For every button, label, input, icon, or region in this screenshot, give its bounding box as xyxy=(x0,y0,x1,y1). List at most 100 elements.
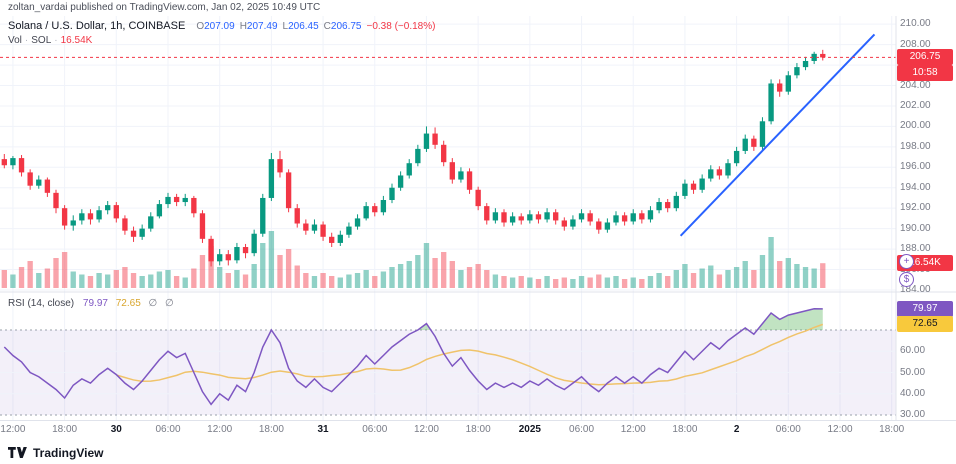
volume-bar xyxy=(311,276,318,288)
bar-countdown-badge: 10:58 xyxy=(897,65,953,82)
volume-bar xyxy=(406,261,412,288)
time-axis-label: 06:00 xyxy=(775,424,801,435)
candle-body xyxy=(501,212,507,223)
volume-bar xyxy=(535,279,542,288)
volume-bar xyxy=(122,267,128,288)
rsi-legend[interactable]: RSI (14, close) 79.97 72.65 ∅ ∅ xyxy=(8,298,174,309)
candle-body xyxy=(484,206,490,221)
candle-body xyxy=(242,247,249,254)
candle-body xyxy=(96,210,102,220)
volume-bar xyxy=(415,255,421,288)
candle-body xyxy=(303,223,309,231)
candle-body xyxy=(604,222,611,230)
time-scale[interactable]: 12:00 18:00 30 06:00 12:00 18:00 31 06:00 12:00 1… xyxy=(0,420,956,441)
price-axis-label: 210.00 xyxy=(900,18,931,30)
volume-bar xyxy=(173,276,180,288)
volume-bar xyxy=(733,267,740,288)
volume-bar xyxy=(260,243,266,288)
candle-body xyxy=(61,208,68,226)
candle-body xyxy=(733,150,740,164)
rsi-ma-value: 72.65 xyxy=(115,298,141,309)
open-label: O xyxy=(196,21,205,32)
time-axis-label: 18:00 xyxy=(258,424,284,435)
candle-body xyxy=(708,169,714,179)
brand-name[interactable]: TradingView xyxy=(33,445,104,460)
rsi-value: 79.97 xyxy=(82,298,108,309)
volume-bar xyxy=(484,270,490,288)
price-scale[interactable]: 206.75 10:58 16.54K 79.97 72.65 210.00 20… xyxy=(896,16,956,420)
candle-body xyxy=(699,178,705,190)
candle-body xyxy=(10,158,16,166)
volume-bar xyxy=(751,270,757,288)
volume-bar xyxy=(156,271,163,288)
footer: TradingView xyxy=(0,440,956,464)
volume-symbol: SOL xyxy=(31,35,52,46)
rsi-empty-band: ∅ xyxy=(148,298,158,309)
add-button[interactable]: + xyxy=(899,254,914,269)
rsi-ma-line xyxy=(116,323,824,386)
candle-body xyxy=(725,163,731,176)
volume-bar xyxy=(96,273,102,288)
candle-body xyxy=(79,213,85,221)
volume-bar xyxy=(61,252,68,288)
candle-body xyxy=(544,212,550,220)
candle-body xyxy=(1,159,7,166)
volume-bar xyxy=(105,274,111,288)
candle-body xyxy=(647,210,654,220)
candle-body xyxy=(553,212,559,221)
candle-body xyxy=(363,206,369,219)
volume-bar xyxy=(621,279,628,288)
price-axis-label: 202.00 xyxy=(900,99,931,111)
volume-bar xyxy=(380,271,387,288)
symbol-title[interactable]: Solana / U.S. Dollar, 1h, COINBASE xyxy=(8,20,186,32)
volume-bar xyxy=(820,263,826,288)
volume-bar xyxy=(372,276,378,288)
candle-body xyxy=(320,224,326,237)
volume-bar xyxy=(217,267,223,288)
time-axis-label: 06:00 xyxy=(569,424,595,435)
volume-legend[interactable]: Vol · SOL · 16.54K xyxy=(8,35,92,46)
volume-bar xyxy=(70,271,76,288)
candle-body xyxy=(630,213,636,222)
price-axis-label: 184.00 xyxy=(900,283,931,295)
symbol-legend[interactable]: Solana / U.S. Dollar, 1h, COINBASE O207.0… xyxy=(8,20,435,32)
volume-bar xyxy=(113,270,119,288)
candle-body xyxy=(561,220,567,227)
chart-area[interactable]: Solana / U.S. Dollar, 1h, COINBASE O207.0… xyxy=(0,16,956,441)
candle-body xyxy=(18,158,25,173)
candle-body xyxy=(509,216,516,223)
high-label: H xyxy=(239,21,247,32)
volume-bar xyxy=(27,261,33,288)
volume-bar xyxy=(716,274,723,288)
volume-bar xyxy=(285,249,292,288)
volume-bar xyxy=(656,273,662,288)
volume-bar xyxy=(553,279,559,288)
volume-bar xyxy=(320,273,326,288)
volume-bar xyxy=(466,267,473,288)
price-axis-label: 190.00 xyxy=(900,222,931,234)
trade-button[interactable]: $ xyxy=(899,272,914,287)
candle-body xyxy=(785,75,791,92)
candle-body xyxy=(113,205,119,219)
volume-bar xyxy=(578,276,585,288)
volume-bar xyxy=(277,255,283,288)
candle-body xyxy=(613,215,619,223)
candle-body xyxy=(44,179,51,193)
candle-body xyxy=(372,206,378,213)
volume-bar xyxy=(699,268,705,288)
change-value: −0.38 (−0.18%) xyxy=(366,21,436,32)
candle-body xyxy=(346,226,352,235)
candle-body xyxy=(268,159,275,198)
volume-bar xyxy=(251,264,257,288)
candle-body xyxy=(578,213,585,220)
volume-bar xyxy=(242,274,249,288)
candle-body xyxy=(423,133,430,149)
candle-body xyxy=(173,196,180,203)
chart-canvas[interactable] xyxy=(0,16,956,420)
volume-bar xyxy=(130,273,137,288)
tradingview-logo-icon[interactable] xyxy=(8,446,28,459)
candle-body xyxy=(260,197,266,234)
candle-body xyxy=(802,60,809,68)
candle-body xyxy=(285,172,292,209)
price-axis-label: 208.00 xyxy=(900,38,931,50)
